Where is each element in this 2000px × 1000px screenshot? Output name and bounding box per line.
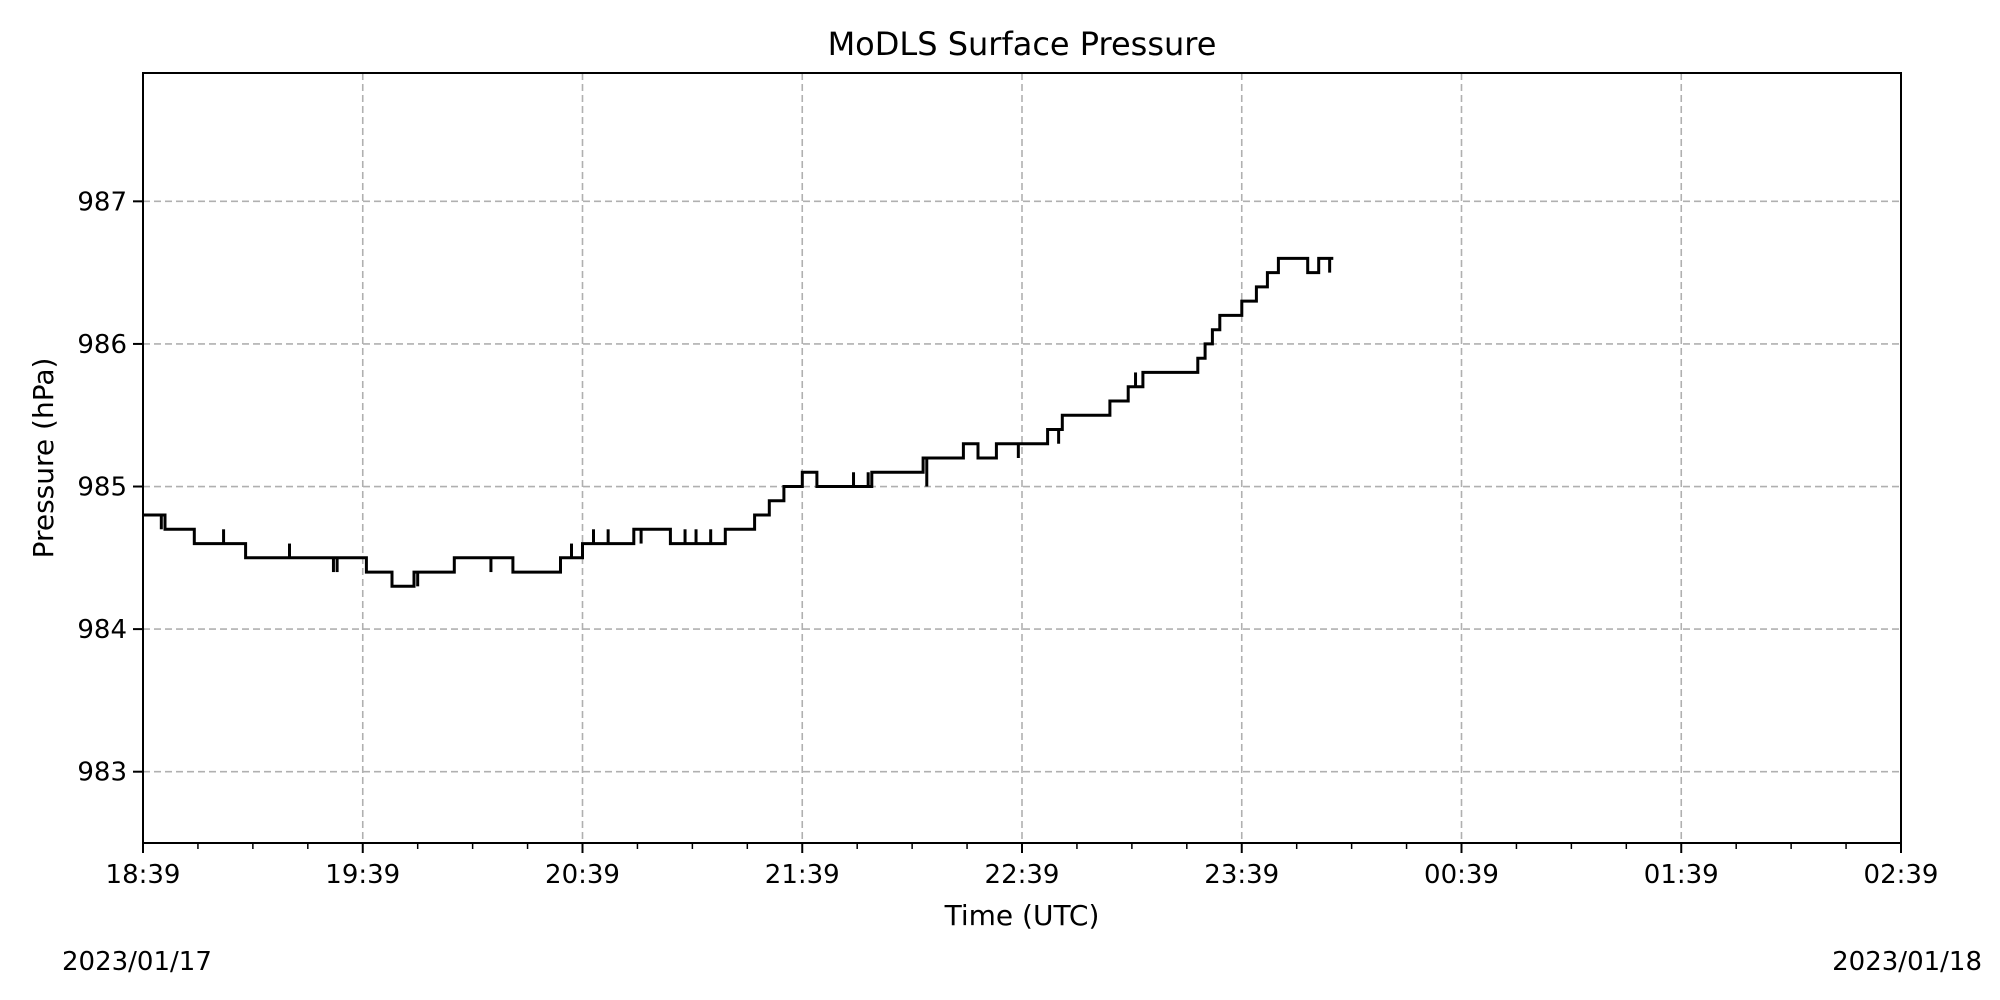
y-tick-label: 984 bbox=[77, 615, 127, 645]
chart-title: MoDLS Surface Pressure bbox=[828, 25, 1217, 63]
x-tick-label: 02:39 bbox=[1864, 860, 1939, 890]
x-tick-label: 22:39 bbox=[985, 860, 1060, 890]
pressure-spikes bbox=[159, 258, 1332, 587]
end-date-label: 2023/01/18 bbox=[1832, 947, 1982, 977]
x-tick-label: 19:39 bbox=[325, 860, 400, 890]
y-tick-label: 986 bbox=[77, 330, 127, 360]
pressure-series-line bbox=[143, 256, 1334, 588]
grid-lines bbox=[143, 73, 1901, 843]
y-tick-label: 985 bbox=[77, 473, 127, 503]
axis-ticks bbox=[133, 200, 1902, 853]
x-tick-label: 18:39 bbox=[106, 860, 181, 890]
x-axis-label: Time (UTC) bbox=[944, 899, 1100, 932]
x-tick-label: 21:39 bbox=[765, 860, 840, 890]
x-tick-label: 01:39 bbox=[1644, 860, 1719, 890]
y-axis-label: Pressure (hPa) bbox=[27, 358, 60, 559]
x-tick-label: 20:39 bbox=[545, 860, 620, 890]
axis-tick-labels: 18:39 19:39 20:39 21:39 22:39 23:39 00:39 01:39… bbox=[77, 187, 1938, 890]
x-tick-label: 23:39 bbox=[1204, 860, 1279, 890]
start-date-label: 2023/01/17 bbox=[62, 947, 212, 977]
y-tick-label: 987 bbox=[77, 187, 127, 217]
x-tick-label: 00:39 bbox=[1424, 860, 1499, 890]
y-tick-label: 983 bbox=[77, 758, 127, 788]
